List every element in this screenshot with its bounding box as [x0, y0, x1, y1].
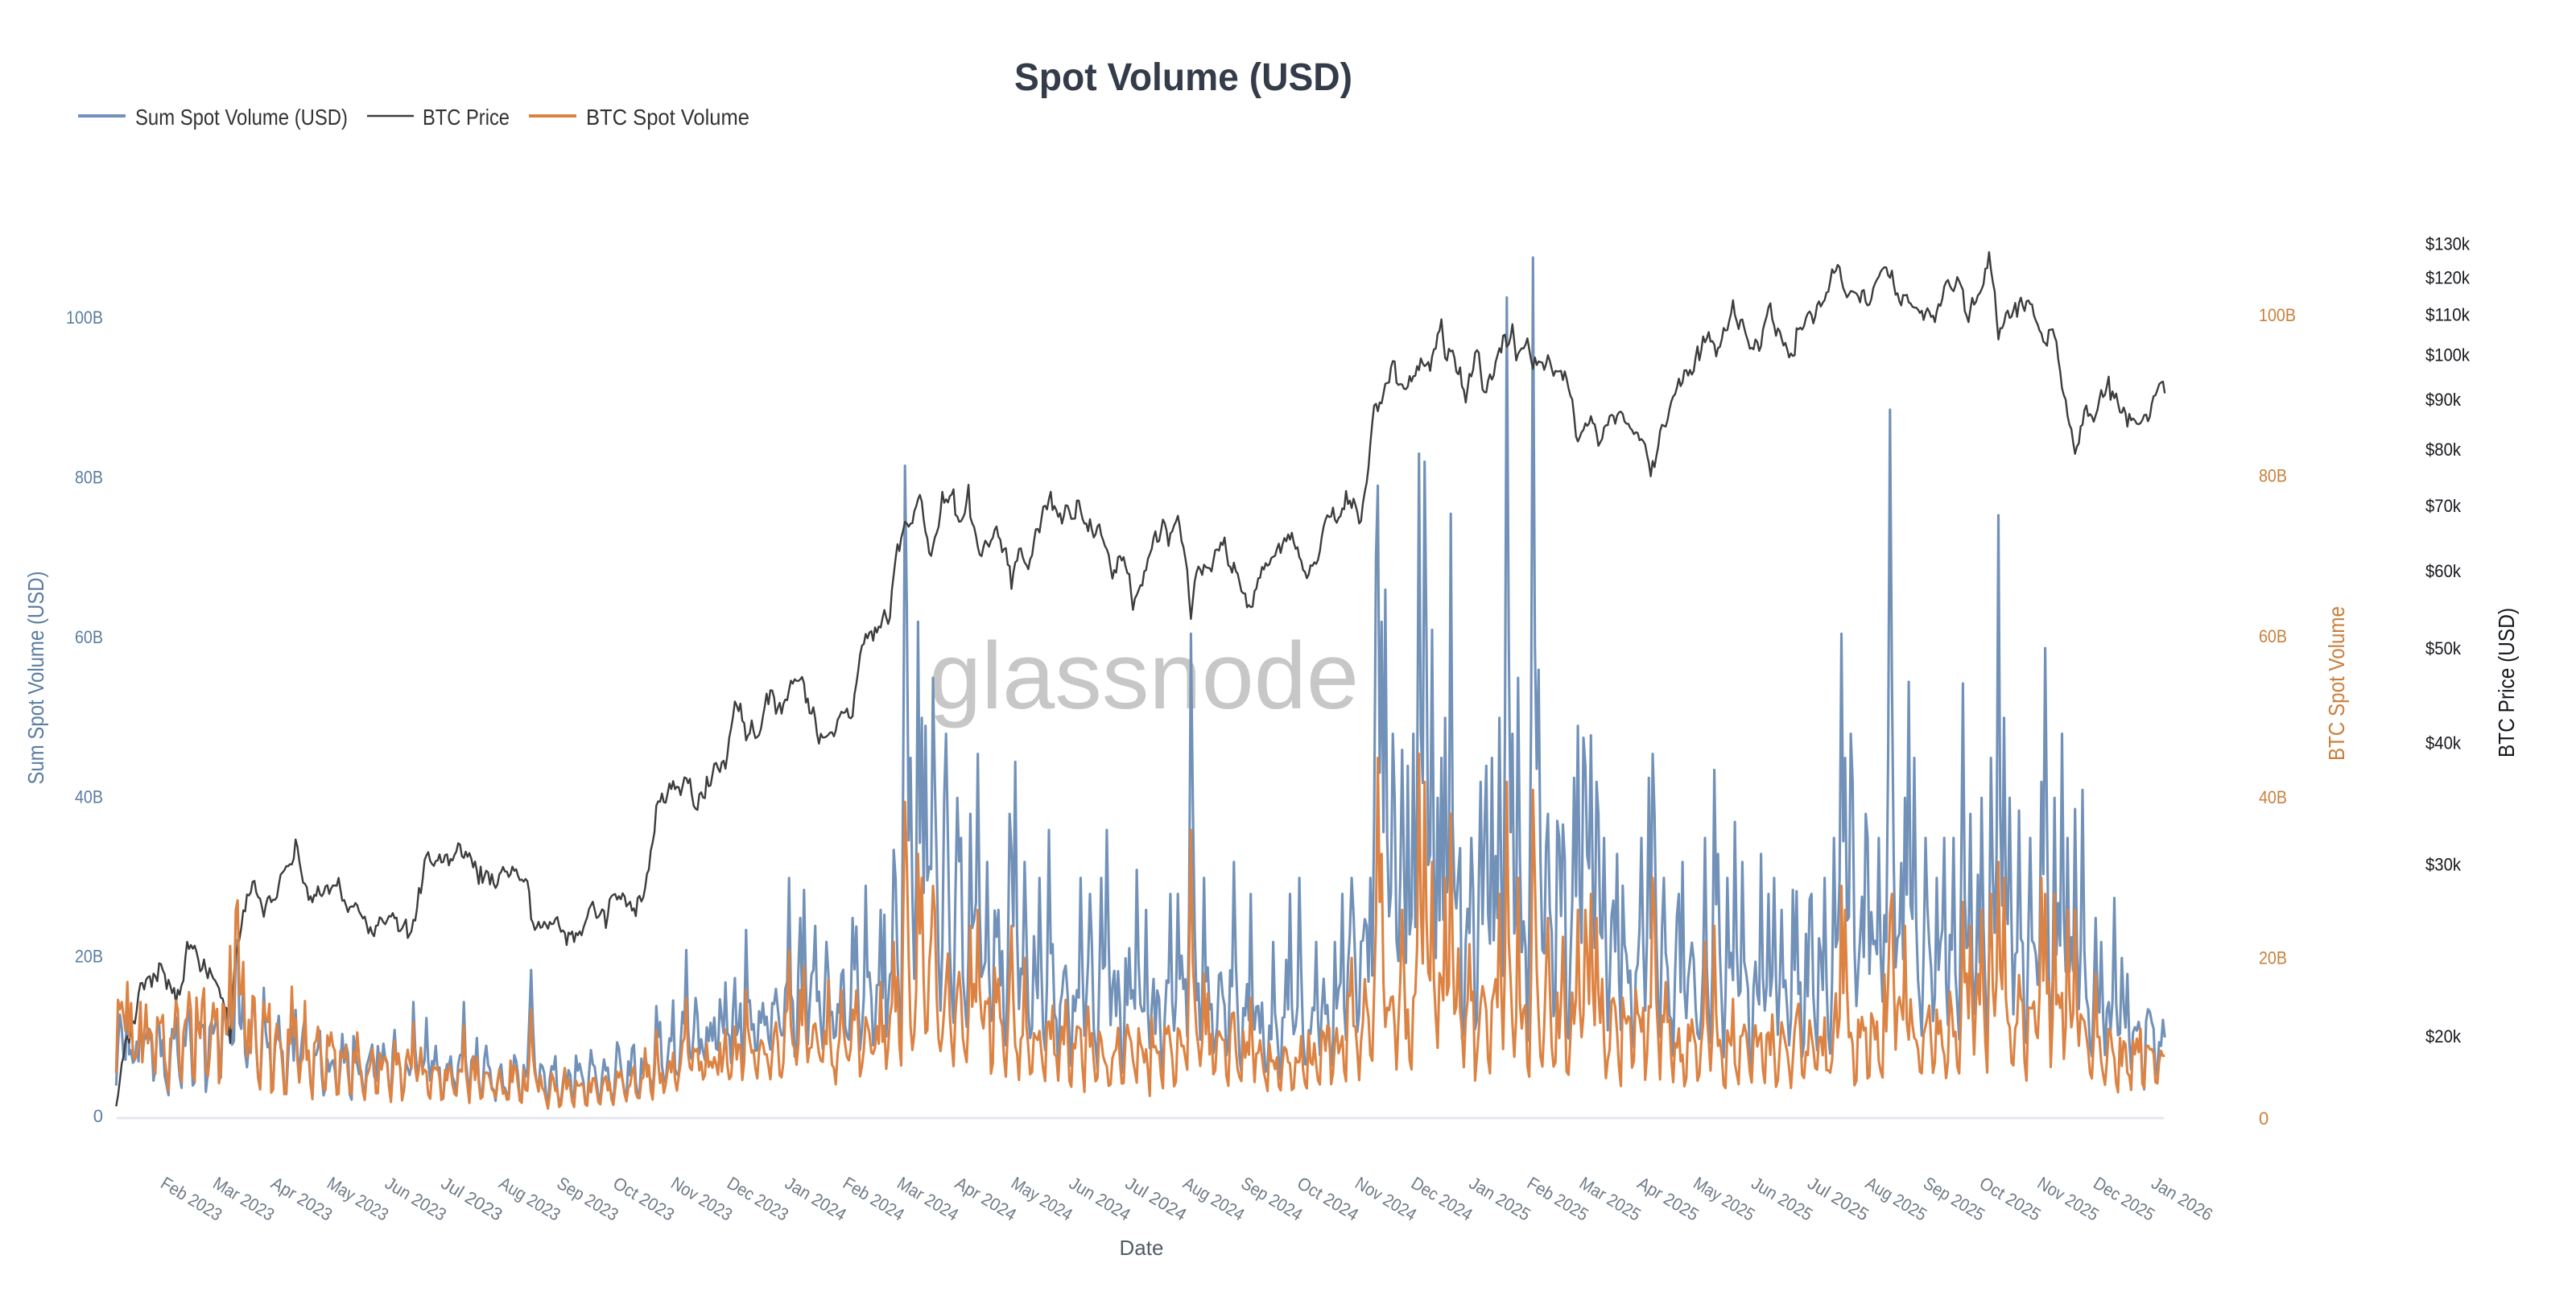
svg-text:BTC Price (USD): BTC Price (USD): [2494, 608, 2519, 757]
svg-text:BTC Spot Volume: BTC Spot Volume: [586, 105, 749, 130]
svg-text:100B: 100B: [2259, 305, 2296, 325]
svg-text:$130k: $130k: [2425, 234, 2471, 254]
svg-text:$30k: $30k: [2425, 855, 2462, 875]
svg-text:60B: 60B: [75, 627, 103, 647]
svg-text:80B: 80B: [75, 467, 103, 487]
svg-text:glassnode: glassnode: [929, 623, 1359, 729]
svg-text:$20k: $20k: [2425, 1026, 2462, 1046]
svg-text:BTC Spot Volume: BTC Spot Volume: [2324, 606, 2349, 761]
svg-text:$60k: $60k: [2425, 561, 2462, 581]
svg-text:Date: Date: [1120, 1236, 1164, 1260]
svg-text:20B: 20B: [2259, 947, 2287, 968]
svg-text:40B: 40B: [2259, 787, 2287, 807]
svg-text:20B: 20B: [75, 947, 103, 967]
svg-text:Sum Spot Volume (USD): Sum Spot Volume (USD): [135, 105, 348, 130]
svg-text:BTC Price: BTC Price: [423, 105, 510, 130]
svg-text:0: 0: [93, 1106, 103, 1126]
svg-text:$100k: $100k: [2425, 345, 2471, 365]
svg-text:Spot Volume (USD): Spot Volume (USD): [1014, 56, 1352, 99]
svg-text:80B: 80B: [2259, 466, 2287, 486]
svg-text:$90k: $90k: [2425, 390, 2462, 410]
svg-text:60B: 60B: [2259, 626, 2287, 646]
svg-text:40B: 40B: [75, 786, 103, 807]
svg-text:$40k: $40k: [2425, 733, 2462, 753]
svg-text:$120k: $120k: [2425, 268, 2471, 288]
svg-text:$50k: $50k: [2425, 638, 2462, 658]
svg-text:100B: 100B: [66, 308, 103, 328]
svg-text:0: 0: [2259, 1108, 2268, 1129]
svg-text:$110k: $110k: [2425, 304, 2471, 324]
svg-text:$70k: $70k: [2425, 496, 2462, 516]
svg-text:Sum Spot Volume (USD): Sum Spot Volume (USD): [23, 572, 48, 785]
svg-text:$80k: $80k: [2425, 440, 2462, 460]
